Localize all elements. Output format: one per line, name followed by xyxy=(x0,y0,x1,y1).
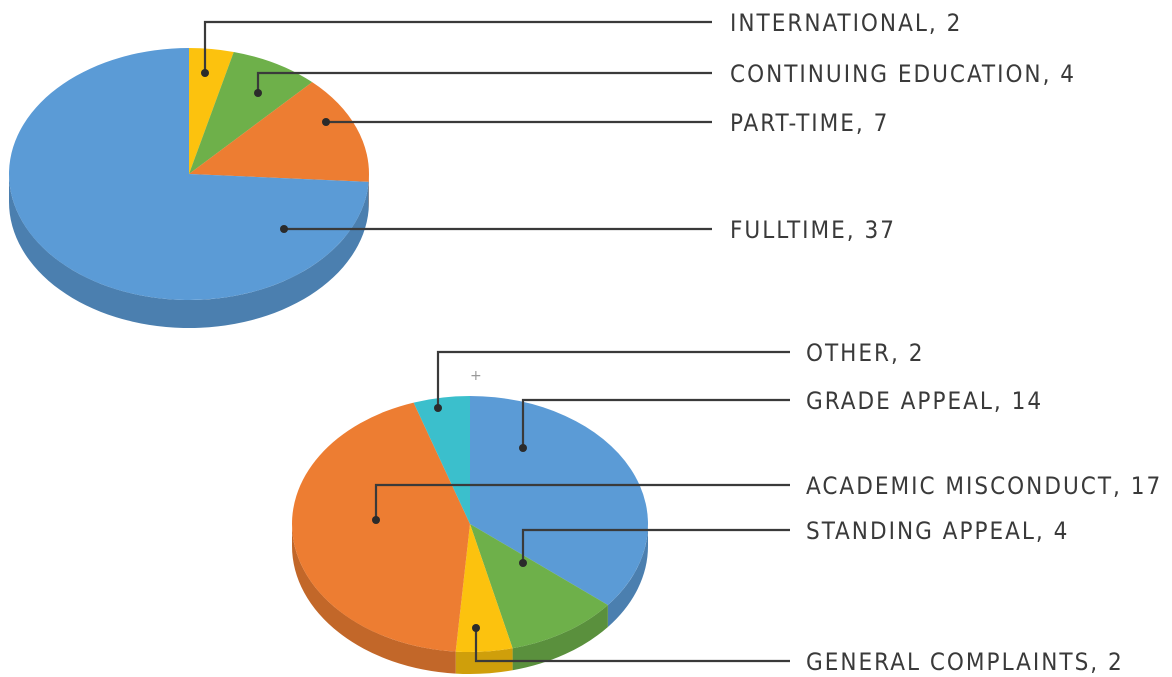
pie1-slice-fulltime xyxy=(9,48,369,300)
label-international: INTERNATIONAL, 2 xyxy=(730,9,962,37)
cursor-crosshair: + xyxy=(470,368,482,384)
pie1-leaders xyxy=(201,20,712,233)
label-part-time: PART-TIME, 7 xyxy=(730,109,889,137)
pie2-slices xyxy=(291,396,648,652)
label-general-complaints: GENERAL COMPLAINTS, 2 xyxy=(806,648,1124,676)
label-academic-misconduct: ACADEMIC MISCONDUCT, 17 xyxy=(806,472,1162,500)
pie1-slice-part-time xyxy=(189,82,369,182)
pie2-side-grade-appeal xyxy=(607,524,648,627)
pie1-side-fulltime xyxy=(8,174,369,329)
pie1-slice-continuing-education xyxy=(189,51,313,174)
pie2-side-standing-appeal xyxy=(512,604,608,671)
label-standing-appeal: STANDING APPEAL, 4 xyxy=(806,517,1069,545)
pie2-slice-grade-appeal xyxy=(470,396,648,605)
pie2-slice-standing-appeal xyxy=(470,524,608,649)
pie2-side-academic-misconduct xyxy=(292,524,456,674)
pie2-slice-academic-misconduct xyxy=(291,402,470,652)
pie-chart-enrolment xyxy=(8,48,369,329)
pie-chart-cases xyxy=(291,396,648,674)
pie2-slice-general-complaints xyxy=(455,524,513,652)
label-grade-appeal: GRADE APPEAL, 14 xyxy=(806,387,1043,415)
label-fulltime: FULLTIME, 37 xyxy=(730,216,896,244)
pie1-slice-international xyxy=(189,48,234,174)
pie1-slices xyxy=(9,48,369,300)
pie2-slice-other xyxy=(413,396,470,524)
pie2-leaders xyxy=(372,350,790,663)
label-continuing-education: CONTINUING EDUCATION, 4 xyxy=(730,60,1076,88)
label-other: OTHER, 2 xyxy=(806,339,925,367)
pie1-3d-side xyxy=(8,174,369,329)
